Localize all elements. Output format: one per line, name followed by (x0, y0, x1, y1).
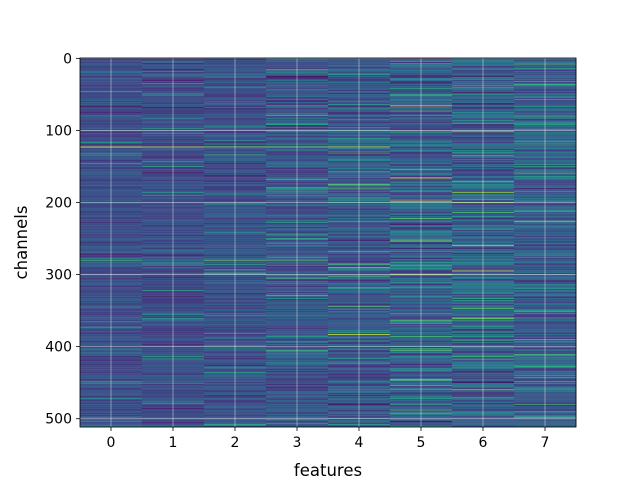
x-axis-ticks: 0 1 2 3 4 5 6 7 (107, 427, 550, 451)
y-tick-label: 200 (45, 196, 72, 212)
x-tick-label: 6 (479, 435, 488, 451)
y-tick-label: 100 (45, 123, 72, 139)
grid-lines (80, 57, 576, 427)
heatmap-cells (80, 58, 577, 428)
x-tick-label: 5 (417, 435, 426, 451)
x-axis-label: features (294, 461, 362, 480)
plot-frame (79, 57, 577, 428)
y-tick-label: 300 (45, 268, 72, 284)
y-axis-label: channels (12, 206, 31, 280)
x-tick-label: 0 (107, 435, 116, 451)
y-tick-label: 500 (45, 412, 72, 428)
y-tick-label: 400 (45, 340, 72, 356)
x-tick-label: 2 (231, 435, 240, 451)
y-tick-label: 0 (63, 51, 72, 67)
x-tick-label: 4 (355, 435, 364, 451)
x-tick-label: 7 (541, 435, 550, 451)
x-tick-label: 1 (169, 435, 178, 451)
y-axis-ticks: 0 100 200 300 400 500 (45, 51, 80, 428)
x-tick-label: 3 (293, 435, 302, 451)
